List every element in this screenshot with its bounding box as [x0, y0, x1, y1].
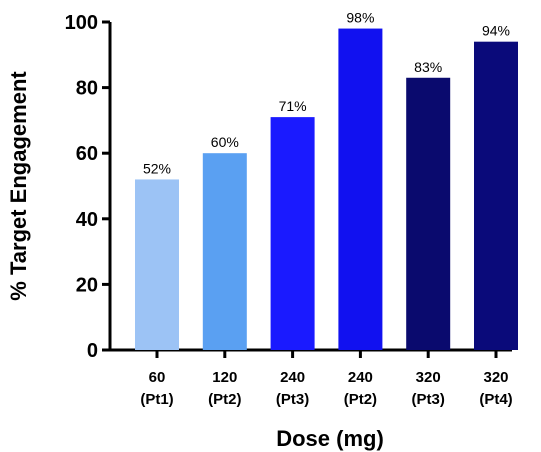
bar-data-label: 52% [143, 160, 171, 176]
x-category-label: 240 [280, 369, 305, 386]
x-category-label: (Pt1) [140, 391, 173, 408]
bar [406, 77, 451, 350]
y-tick-label: 80 [76, 78, 98, 100]
x-category-label: 320 [416, 369, 441, 386]
bar [338, 28, 383, 351]
bar [474, 41, 518, 351]
x-category-label: (Pt3) [276, 391, 309, 408]
y-axis-title: % Target Engagement [6, 71, 31, 301]
x-category-label: 120 [212, 369, 237, 386]
data-labels-group: 52% 60% 71% 98% 83% 94% [143, 10, 510, 177]
bar-data-label: 71% [279, 98, 307, 114]
y-tick-label: 100 [65, 12, 98, 34]
bar-data-label: 60% [211, 134, 239, 150]
bar [135, 179, 179, 350]
bar [202, 153, 247, 350]
x-axis-title: Dose (mg) [276, 426, 384, 451]
x-category-label: 60 [149, 369, 166, 386]
y-tick-label: 0 [87, 340, 98, 362]
y-tick-label: 20 [76, 274, 98, 296]
x-category-label: (Pt3) [412, 391, 445, 408]
y-tick-label: 60 [76, 143, 98, 165]
x-category-label: 320 [483, 369, 508, 386]
y-tick-label: 40 [76, 209, 98, 231]
x-category-label: (Pt4) [479, 391, 512, 408]
bar-data-label: 94% [482, 23, 510, 39]
y-ticks-group: 0 20 40 60 80 100 [65, 12, 110, 362]
bars-group [135, 28, 518, 351]
x-category-label: (Pt2) [208, 391, 241, 408]
bar-data-label: 98% [346, 10, 374, 26]
bar-data-label: 83% [414, 59, 442, 75]
x-category-labels-group: 60 (Pt1) 120 (Pt2) 240 (Pt3) 240 (Pt2) 320 (Pt3) 3… [140, 350, 513, 408]
x-category-label: 240 [348, 369, 373, 386]
x-category-label: (Pt2) [344, 391, 377, 408]
bar [270, 117, 315, 351]
